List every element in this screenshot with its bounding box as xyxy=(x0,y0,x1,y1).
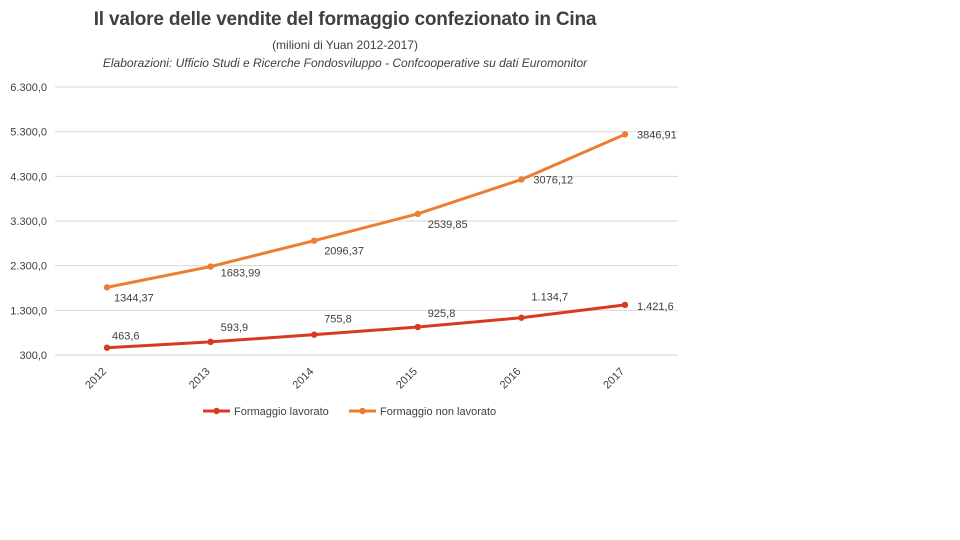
x-tick-label: 2016 xyxy=(498,366,524,392)
data-label: 1.421,6 xyxy=(637,301,674,313)
y-tick-label: 4.300,0 xyxy=(10,171,47,183)
chart-source: Elaborazioni: Ufficio Studi e Ricerche F… xyxy=(102,56,588,70)
chart-title: Il valore delle vendite del formaggio co… xyxy=(93,9,597,30)
data-label: 463,6 xyxy=(112,331,140,343)
legend-marker xyxy=(359,407,366,415)
data-labels: 463,6 593,9 755,8 925,8 1.134,7 1.421,6 1344,3… xyxy=(112,129,677,342)
y-tick-label: 6.300,0 xyxy=(10,82,47,94)
data-label: 3846,91 xyxy=(637,129,677,141)
y-tick-label: 5.300,0 xyxy=(10,127,47,139)
data-point xyxy=(621,131,629,138)
data-label: 593,9 xyxy=(221,322,249,334)
legend-label: Formaggio non lavorato xyxy=(380,406,496,418)
series-line xyxy=(105,132,627,289)
x-axis-ticks: 2012 2013 2014 2015 2016 2017 xyxy=(83,366,627,392)
legend-label: Formaggio lavorato xyxy=(234,406,329,418)
data-point xyxy=(414,210,421,218)
y-tick-label: 300,0 xyxy=(19,350,47,362)
series-line xyxy=(105,303,627,350)
data-label: 2539,85 xyxy=(428,219,468,231)
gridlines xyxy=(55,86,678,356)
data-label: 1.134,7 xyxy=(531,292,568,304)
x-tick-label: 2012 xyxy=(83,366,109,392)
x-tick-label: 2014 xyxy=(291,366,317,392)
y-tick-label: 2.300,0 xyxy=(10,261,47,273)
data-point xyxy=(311,237,318,244)
data-label: 1344,37 xyxy=(114,292,154,304)
data-label: 755,8 xyxy=(324,314,352,326)
data-label: 2096,37 xyxy=(324,246,364,258)
y-tick-label: 3.300,0 xyxy=(10,216,47,228)
legend: Formaggio lavorato Formaggio non lavorato xyxy=(203,406,496,418)
y-tick-label: 1.300,0 xyxy=(10,305,47,317)
data-label: 925,8 xyxy=(428,308,456,320)
data-label: 3076,12 xyxy=(533,174,573,186)
series-group xyxy=(103,131,629,351)
data-point xyxy=(518,176,525,183)
legend-marker xyxy=(213,407,220,415)
data-point xyxy=(207,263,214,270)
data-point xyxy=(103,284,111,291)
data-label: 1683,99 xyxy=(221,268,261,280)
data-point xyxy=(518,314,525,321)
x-tick-label: 2017 xyxy=(601,366,627,392)
data-point xyxy=(621,301,629,309)
y-axis-ticks: 300,0 1.300,0 2.300,0 3.300,0 4.300,0 5.300,0… xyxy=(10,82,47,362)
data-point xyxy=(414,323,421,331)
x-tick-label: 2015 xyxy=(394,366,420,392)
data-point xyxy=(207,338,214,346)
data-point xyxy=(311,331,318,338)
x-tick-label: 2013 xyxy=(187,366,213,392)
data-point xyxy=(103,344,111,351)
chart-subtitle: (milioni di Yuan 2012-2017) xyxy=(272,38,418,52)
